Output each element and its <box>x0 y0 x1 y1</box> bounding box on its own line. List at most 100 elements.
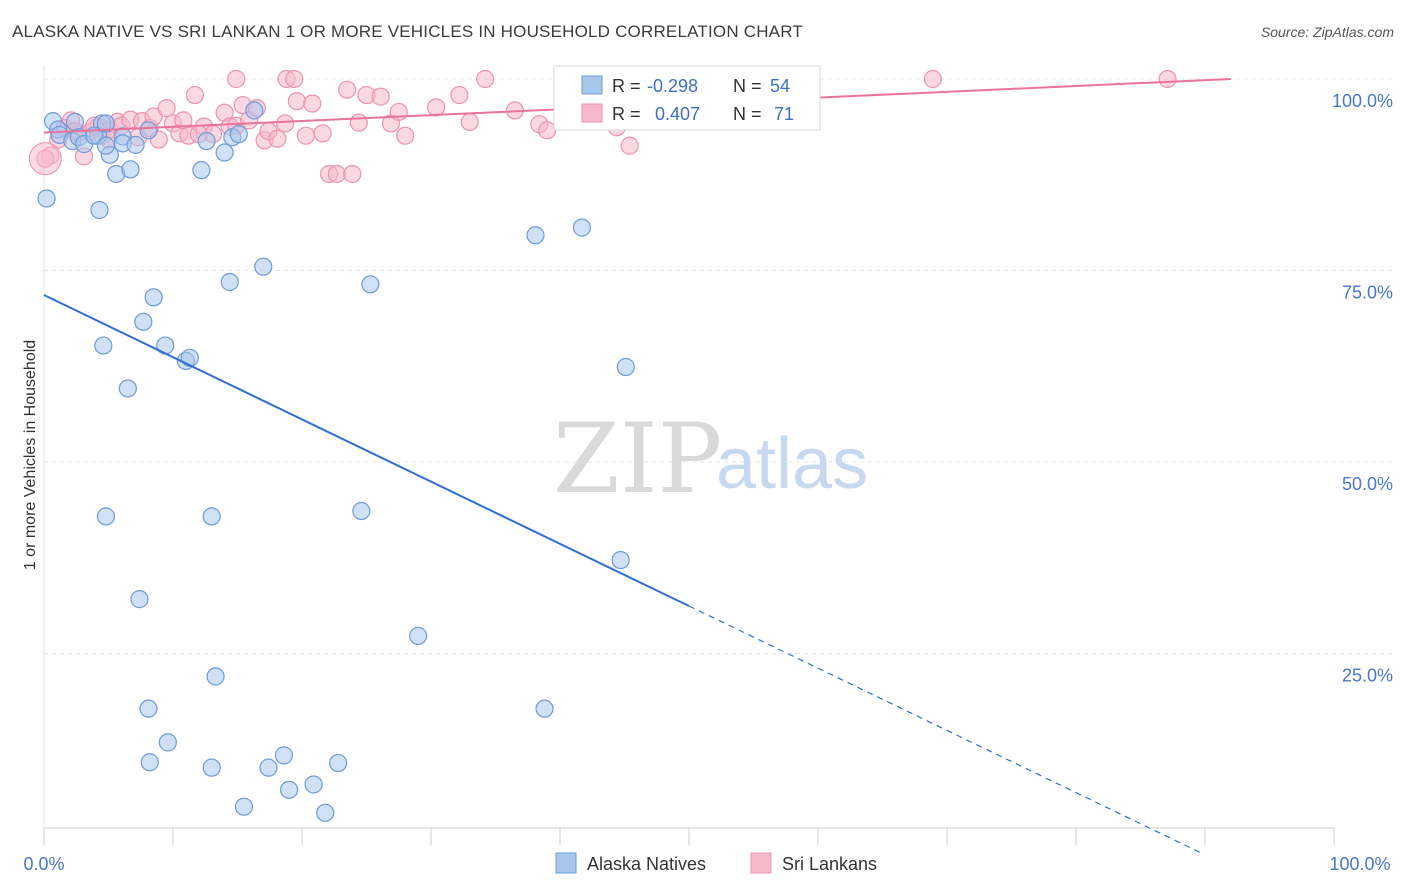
alaska-natives-point-21 <box>192 161 211 180</box>
sri-lankans-point-46 <box>371 87 390 106</box>
sri-lankans-point-39 <box>313 124 332 143</box>
sri-lankans-point-43 <box>338 80 357 99</box>
alaska-natives-point-30 <box>220 272 239 292</box>
legend-r-value-2: 0.407 <box>655 104 700 124</box>
alaska-natives-point-56 <box>329 753 348 773</box>
sri-lankans-point-61 <box>227 69 246 89</box>
alaska-natives-point-29 <box>361 275 380 294</box>
alaska-natives-point-50 <box>140 753 159 772</box>
alaska-natives-point-16 <box>90 200 109 220</box>
alaska-natives-point-26 <box>245 101 264 120</box>
alaska-natives-point-44 <box>130 590 149 609</box>
legend-n-label-1: N = <box>733 76 762 96</box>
sri-lankans-point-18 <box>157 99 176 118</box>
watermark-atlas: atlas <box>716 424 868 504</box>
sri-lankans-point-cluster <box>28 142 62 176</box>
legend-r-label-2: R = <box>612 104 641 124</box>
sri-lankans-point-41 <box>327 164 346 184</box>
legend-n-value-1: 54 <box>770 76 790 96</box>
alaska-natives-point-47 <box>139 699 158 718</box>
y-tick-label-50: 50.0% <box>1342 474 1393 494</box>
alaska-natives-point-41 <box>202 507 221 526</box>
alaska-natives-point-25 <box>229 125 248 144</box>
alaska-natives-point-57 <box>234 797 254 816</box>
alaska-natives-point-37 <box>180 348 199 367</box>
alaska-natives-point-14 <box>139 121 158 140</box>
sri-lankans-point-64 <box>923 69 942 89</box>
alaska-natives-point-46 <box>206 667 225 686</box>
sri-lankans-point-34 <box>268 129 287 148</box>
sri-lankans-point-52 <box>460 112 479 131</box>
source-label: Source: ZipAtlas.com <box>1260 24 1394 40</box>
sri-lankans-point-65 <box>1158 69 1177 89</box>
alaska-natives-point-5 <box>65 112 85 131</box>
correlation-legend: R = -0.298 N = 54 R = 0.407 N = 71 <box>553 65 821 131</box>
alaska-natives-point-43 <box>611 550 630 570</box>
sri-lankans-point-48 <box>389 102 408 122</box>
alaska-natives-trendline <box>43 294 690 607</box>
bottom-legend-swatch-alaska <box>555 852 577 874</box>
legend-swatch-srilankan <box>581 103 603 123</box>
alaska-natives-trendline-extension <box>688 605 1205 855</box>
x-tick-label-max: 100.0% <box>1329 854 1390 874</box>
alaska-natives-point-22 <box>197 131 216 151</box>
y-tick-labels: 100.0% 75.0% 50.0% 25.0% <box>1332 91 1393 686</box>
alaska-natives-point-10 <box>96 114 116 133</box>
sri-lankans-point-42 <box>343 164 362 184</box>
alaska-natives-point-39 <box>616 357 635 377</box>
watermark: ZIP atlas <box>553 403 868 515</box>
legend-r-label-1: R = <box>612 76 641 96</box>
y-tick-label-75: 75.0% <box>1342 283 1393 303</box>
legend-n-label-2: N = <box>733 104 762 124</box>
sri-lankans-point-35 <box>276 114 295 133</box>
sri-lankans-point-38 <box>303 94 322 113</box>
bottom-legend-label-srilankan: Sri Lankans <box>782 854 877 874</box>
sri-lankans-point-44 <box>349 113 368 132</box>
y-tick-label-25: 25.0% <box>1342 666 1393 686</box>
alaska-natives-point-38 <box>118 379 137 398</box>
legend-swatch-alaska <box>581 75 603 95</box>
alaska-natives-points <box>37 101 635 822</box>
sri-lankans-point-56 <box>537 121 557 140</box>
alaska-natives-point-28 <box>572 218 592 237</box>
legend-r-value-1: -0.298 <box>647 76 698 96</box>
sri-lankans-point-63 <box>285 69 304 89</box>
sri-lankans-point-53 <box>476 69 495 89</box>
alaska-natives-point-33 <box>134 312 153 331</box>
alaska-natives-point-40 <box>96 507 116 526</box>
alaska-natives-point-23 <box>215 143 234 162</box>
alaska-natives-point-31 <box>254 257 273 276</box>
alaska-natives-point-0 <box>37 189 56 208</box>
alaska-natives-point-53 <box>274 746 294 765</box>
sri-lankans-point-36 <box>287 92 306 111</box>
alaska-natives-point-34 <box>94 336 113 355</box>
chart-title: ALASKA NATIVE VS SRI LANKAN 1 OR MORE VE… <box>12 22 803 41</box>
sri-lankans-point-60 <box>620 136 639 155</box>
bottom-legend-label-alaska: Alaska Natives <box>587 854 706 874</box>
sri-lankans-point-23 <box>185 85 205 105</box>
alaska-natives-point-45 <box>409 626 428 645</box>
legend-n-value-2: 71 <box>774 104 794 124</box>
sri-lankans-point-37 <box>296 126 315 145</box>
alaska-natives-point-42 <box>352 501 371 521</box>
alaska-natives-point-48 <box>535 699 554 718</box>
series-legend: Alaska Natives Sri Lankans <box>555 852 877 874</box>
alaska-natives-point-49 <box>158 733 177 752</box>
alaska-natives-point-52 <box>259 758 278 777</box>
alaska-natives-point-19 <box>96 136 116 155</box>
alaska-natives-point-32 <box>144 288 163 307</box>
y-axis-label: 1 or more Vehicles in Household <box>22 340 39 570</box>
alaska-natives-point-20 <box>121 160 140 179</box>
alaska-natives-point-55 <box>304 775 323 794</box>
x-tick-label-min: 0.0% <box>23 854 64 874</box>
alaska-natives-point-27 <box>526 226 545 245</box>
alaska-natives-point-54 <box>280 780 299 799</box>
y-tick-label-100: 100.0% <box>1332 91 1393 111</box>
sri-lankans-point-49 <box>396 126 415 145</box>
sri-lankans-point-50 <box>427 98 446 117</box>
sri-lankans-point-51 <box>450 85 469 105</box>
alaska-natives-point-58 <box>316 803 335 822</box>
x-ticks <box>43 828 1335 845</box>
watermark-zip: ZIP <box>553 403 722 515</box>
